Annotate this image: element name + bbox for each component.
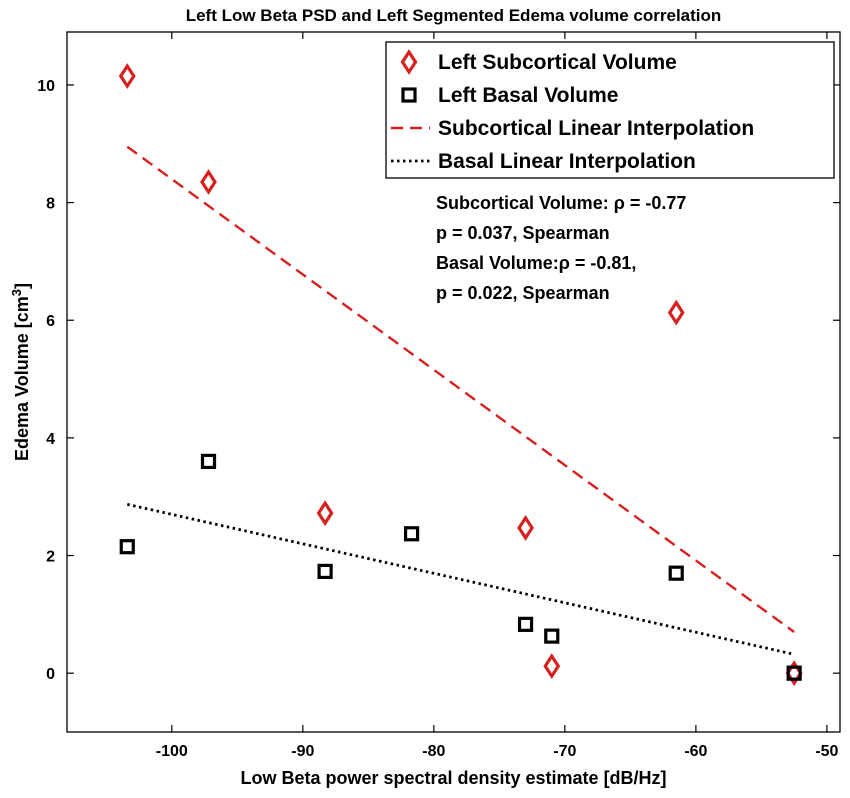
stats-annotation-line: p = 0.037, Spearman bbox=[436, 223, 610, 243]
x-tick-label: -80 bbox=[422, 743, 445, 760]
subcortical-point bbox=[543, 653, 561, 680]
data-points bbox=[118, 63, 803, 687]
x-tick-label: -90 bbox=[291, 743, 314, 760]
x-tick-label: -100 bbox=[156, 743, 188, 760]
legend-label: Basal Linear Interpolation bbox=[438, 150, 696, 173]
x-axis-label: Low Beta power spectral density estimate… bbox=[240, 768, 666, 788]
subcortical-fit-line bbox=[126, 145, 795, 633]
y-tick-label: 2 bbox=[46, 549, 55, 566]
subcortical-point bbox=[316, 500, 334, 527]
stats-annotation-line: Basal Volume:ρ = -0.81, bbox=[436, 253, 636, 273]
y-tick-label: 6 bbox=[46, 313, 55, 330]
axis-ticks: -100 -90 -80 -70 -60 -50 0 2 4 6 8 10 bbox=[37, 32, 840, 760]
stats-annotations: Subcortical Volume: ρ = -0.77 p = 0.037, … bbox=[436, 193, 686, 303]
legend-label: Left Subcortical Volume bbox=[438, 51, 677, 74]
stats-annotation-line: Subcortical Volume: ρ = -0.77 bbox=[436, 193, 686, 213]
y-tick-label: 10 bbox=[37, 78, 55, 95]
stats-annotation-line: p = 0.022, Spearman bbox=[436, 283, 610, 303]
legend: Left Subcortical Volume Left Basal Volume… bbox=[385, 41, 835, 179]
y-tick-label: 0 bbox=[46, 666, 55, 683]
subcortical-point bbox=[667, 299, 685, 326]
legend-basal-marker bbox=[401, 87, 417, 103]
y-axis-label-main: Edema Volume [cm bbox=[12, 296, 32, 461]
subcortical-point bbox=[785, 660, 803, 687]
basal-fit-line bbox=[126, 502, 795, 656]
basal-point bbox=[517, 616, 534, 632]
basal-point bbox=[544, 628, 560, 644]
basal-point bbox=[119, 539, 135, 555]
y-tick-label: 8 bbox=[46, 196, 55, 213]
x-tick-label: -70 bbox=[553, 743, 576, 760]
y-tick-label: 4 bbox=[46, 431, 55, 448]
basal-point bbox=[668, 565, 684, 581]
y-axis-label: Edema Volume [cm3] bbox=[9, 283, 32, 461]
plot-area-frame bbox=[66, 31, 841, 733]
legend-label: Left Basal Volume bbox=[438, 84, 619, 107]
subcortical-point bbox=[118, 63, 136, 90]
basal-point bbox=[317, 563, 333, 580]
y-axis-label-suffix: ] bbox=[12, 283, 32, 289]
legend-subcortical-marker bbox=[400, 49, 418, 75]
x-tick-label: -50 bbox=[815, 743, 838, 760]
subcortical-point bbox=[200, 169, 217, 195]
chart-title: Left Low Beta PSD and Left Segmented Ede… bbox=[186, 6, 722, 25]
subcortical-point bbox=[517, 514, 534, 541]
basal-point bbox=[786, 665, 802, 681]
x-tick-label: -60 bbox=[684, 743, 707, 760]
fit-lines bbox=[126, 145, 795, 656]
basal-point bbox=[403, 526, 420, 542]
basal-point bbox=[200, 453, 217, 470]
legend-box bbox=[385, 41, 835, 179]
legend-label: Subcortical Linear Interpolation bbox=[438, 117, 754, 140]
y-axis-label-superscript: 3 bbox=[9, 289, 24, 296]
